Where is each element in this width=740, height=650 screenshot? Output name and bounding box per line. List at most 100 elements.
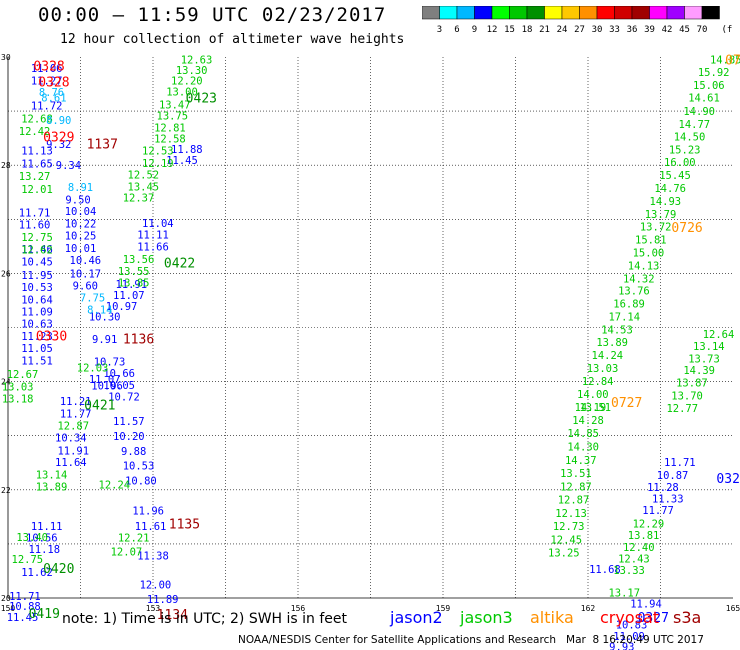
wave-height-label: 13.70 — [671, 391, 703, 403]
wave-height-label: 11.72 — [31, 101, 63, 113]
wave-height-label: 11.66 — [137, 241, 169, 253]
wave-height-label: 15.45 — [659, 170, 691, 182]
wave-height-label: 16.00 — [664, 157, 696, 169]
wave-height-label: 14.53 — [601, 325, 633, 337]
wave-height-label: 13.14 — [693, 341, 725, 353]
wave-height-label: 11.18 — [28, 544, 60, 556]
wave-height-label: 14.85 — [710, 55, 740, 67]
legend-altika: altika — [530, 608, 574, 627]
wave-height-label: 8.91 — [68, 182, 93, 194]
wave-height-label: 11.06 — [31, 63, 63, 75]
wave-height-label: 13.25 — [548, 548, 580, 560]
colorbar-tick-label: 42 — [662, 25, 673, 35]
wave-height-label: 8.76 — [39, 87, 64, 99]
pass-time-label: 1136 — [123, 332, 154, 347]
wave-height-label: 14.24 — [592, 350, 624, 362]
wave-height-label: 13.76 — [618, 286, 650, 298]
wave-height-label: 13.40 — [16, 532, 48, 544]
wave-height-label: 8.90 — [46, 115, 71, 127]
wave-height-label: 13.55 — [118, 266, 150, 278]
wave-height-label: 10.34 — [55, 432, 87, 444]
wave-height-label: 8.61 — [41, 93, 66, 105]
wave-height-label: 13.17 — [608, 588, 640, 600]
wave-height-label: 12.43 — [618, 554, 650, 566]
wave-height-label: 10.80 — [125, 476, 157, 488]
wave-height-label: 10.64 — [21, 294, 53, 306]
pass-time-label: 1135 — [169, 517, 200, 532]
wave-height-label: 13.14 — [36, 470, 68, 482]
wave-height-label: 12.87 — [560, 482, 592, 494]
wave-height-label: 12.03 — [77, 363, 109, 375]
wave-height-label: 10.05 — [103, 380, 135, 392]
pass-time-label: 0422 — [164, 257, 195, 272]
pass-time-label: 0327 — [638, 611, 669, 626]
wave-height-label: 10.04 — [65, 206, 97, 218]
colorbar-tick-label: 6 — [454, 25, 459, 35]
wave-height-label: 11.65 — [21, 159, 53, 171]
pass-time-label: 07 — [725, 54, 740, 69]
colorbar-tick-label: 30 — [592, 25, 603, 35]
y-tick-label: 26 — [1, 269, 11, 278]
wave-height-label: 10.56 — [26, 532, 58, 544]
legend-jason2: jason2 — [390, 608, 443, 627]
wave-height-label: 10.97 — [106, 301, 138, 313]
wave-height-label: 13.33 — [613, 565, 645, 577]
wave-height-label: 13.85 — [118, 278, 150, 290]
wave-height-label: 12.07 — [111, 546, 143, 558]
wave-height-label: 14.93 — [650, 196, 682, 208]
wave-height-label: 15.81 — [635, 234, 667, 246]
pass-time-label: 0421 — [84, 398, 115, 413]
wave-height-label: 12.45 — [550, 535, 582, 547]
wave-height-label: 11.45 — [7, 612, 39, 624]
wave-height-label: 14.32 — [623, 273, 655, 285]
wave-height-label: 10.96 — [91, 380, 123, 392]
wave-height-label: 10.20 — [113, 431, 145, 443]
x-tick-label: 150 — [1, 604, 16, 613]
colorbar-tick-label: 21 — [539, 25, 550, 35]
colorbar-tick-label: 3 — [437, 25, 442, 35]
wave-height-label: 15.06 — [693, 80, 725, 92]
wave-height-label: 13.45 — [128, 181, 160, 193]
wave-height-label: 12.42 — [19, 126, 51, 138]
wave-height-label: 11.04 — [142, 218, 174, 230]
wave-height-label: 10.72 — [108, 392, 140, 404]
pass-time-label: 0727 — [611, 396, 642, 411]
x-tick-label: 153 — [146, 604, 161, 613]
wave-height-label: 11.07 — [89, 374, 121, 386]
wave-height-label: 14.61 — [688, 93, 720, 105]
wave-height-label: 10.63 — [21, 319, 53, 331]
wave-height-label: 13.03 — [2, 381, 34, 393]
wave-height-label: 7.75 — [80, 293, 105, 305]
wave-height-label: 12.19 — [142, 158, 174, 170]
wave-height-label: 14.30 — [567, 442, 599, 454]
colorbar-swatch — [701, 6, 720, 20]
wave-height-label: 11.61 — [135, 521, 167, 533]
wave-height-label: 14.39 — [683, 365, 715, 377]
colorbar-tick-label: 18 — [522, 25, 533, 35]
wave-height-label: 12.13 — [555, 508, 587, 520]
wave-height-label: 12.37 — [123, 193, 155, 205]
wave-height-label: 13.72 — [640, 221, 672, 233]
wave-height-label: 11.11 — [137, 229, 169, 241]
x-tick-label: 162 — [581, 604, 596, 613]
units-note: note: 1) Time is in UTC; 2) SWH is in fe… — [62, 611, 348, 627]
wave-height-label: 12.01 — [21, 184, 53, 196]
wave-height-label: 13.73 — [688, 353, 720, 365]
wave-height-label: 11.23 — [21, 331, 53, 343]
x-tick-label: 159 — [436, 604, 451, 613]
wave-height-label: 10.30 — [89, 312, 121, 324]
wave-height-label: 13.89 — [596, 337, 628, 349]
wave-height-label: 11.57 — [113, 416, 145, 428]
wave-height-label: 12.84 — [582, 376, 614, 388]
legend-cryosat: cryosat — [600, 608, 660, 627]
wave-height-label: 15.23 — [669, 145, 701, 157]
wave-height-label: 10.88 — [9, 601, 41, 613]
colorbar-unit-label: (ft) — [722, 25, 733, 35]
colorbar-tick-label: 70 — [697, 25, 708, 35]
wave-height-label: 13.79 — [645, 209, 677, 221]
footer-credit: NOAA/NESDIS Center for Satellite Applica… — [238, 634, 704, 646]
legend-s3a: s3a — [673, 608, 702, 627]
pass-time-label: 0329 — [43, 131, 74, 146]
wave-height-label: 14.37 — [565, 455, 597, 467]
